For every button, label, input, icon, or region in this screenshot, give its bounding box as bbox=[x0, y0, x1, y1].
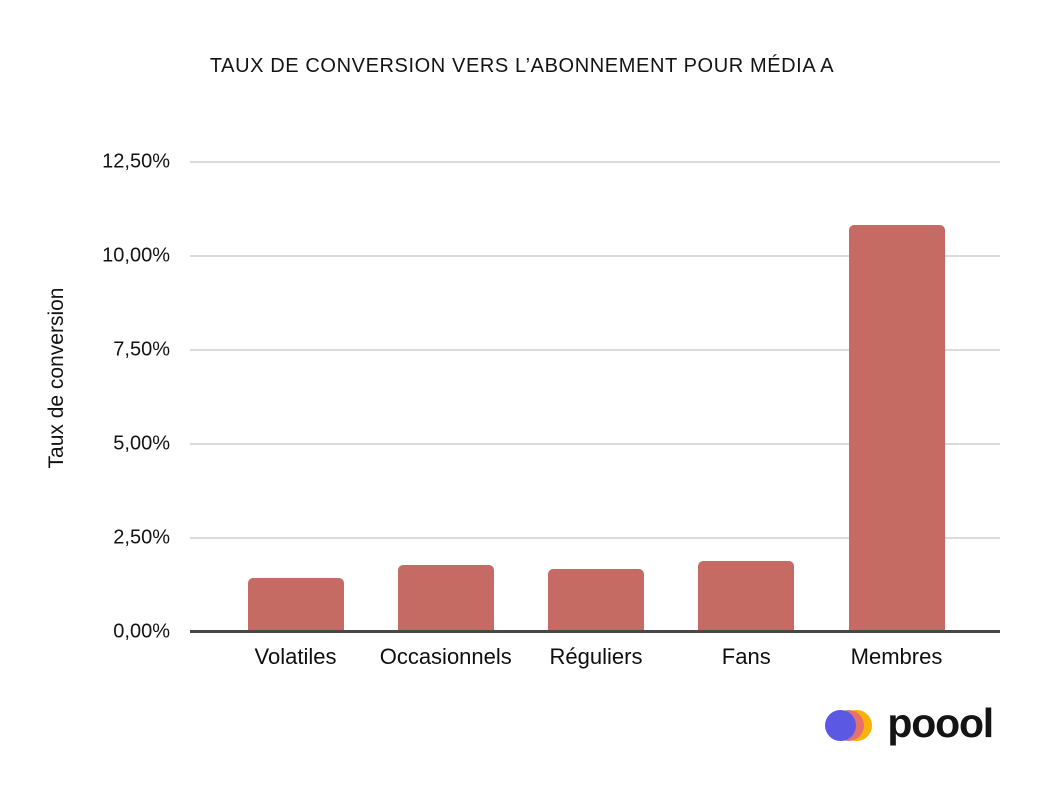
chart-title: TAUX DE CONVERSION VERS L’ABONNEMENT POU… bbox=[209, 55, 835, 77]
logo-circle-purple-icon bbox=[825, 710, 857, 741]
y-tick-label: 2,50% bbox=[113, 526, 170, 549]
poool-logo-icon bbox=[825, 710, 873, 741]
plot-area bbox=[190, 161, 1000, 633]
bar-fans bbox=[698, 561, 795, 631]
x-tick-label: Membres bbox=[850, 644, 943, 669]
gridline bbox=[190, 255, 1000, 257]
gridline bbox=[190, 443, 1000, 445]
y-tick-label: 5,00% bbox=[113, 432, 170, 455]
bar-membres bbox=[848, 225, 945, 631]
gridline bbox=[190, 537, 1000, 539]
poool-logo-text: poool bbox=[887, 700, 994, 746]
y-tick-label: 7,50% bbox=[113, 338, 170, 361]
y-tick-label: 12,50% bbox=[102, 150, 170, 173]
x-tick-label: Fans bbox=[721, 644, 771, 669]
x-axis-labels: Volatiles Occasionnels Réguliers Fans Membre… bbox=[190, 644, 1000, 674]
x-tick-label: Occasionnels bbox=[379, 644, 512, 669]
x-tick-label: Réguliers bbox=[549, 644, 643, 669]
bar-volatiles bbox=[247, 578, 344, 631]
bar-réguliers bbox=[548, 569, 644, 631]
bar-occasionnels bbox=[397, 565, 494, 631]
gridline bbox=[190, 349, 1000, 351]
y-axis-ticks: 0,00% 2,50% 5,00% 7,50% 10,00% 12,50% bbox=[0, 151, 170, 643]
y-tick-label: 10,00% bbox=[102, 244, 170, 267]
y-tick-label: 0,00% bbox=[113, 620, 170, 643]
gridline bbox=[190, 161, 1000, 163]
x-tick-label: Volatiles bbox=[254, 644, 337, 669]
poool-logo: poool bbox=[825, 703, 994, 744]
x-axis-line bbox=[190, 630, 1000, 633]
